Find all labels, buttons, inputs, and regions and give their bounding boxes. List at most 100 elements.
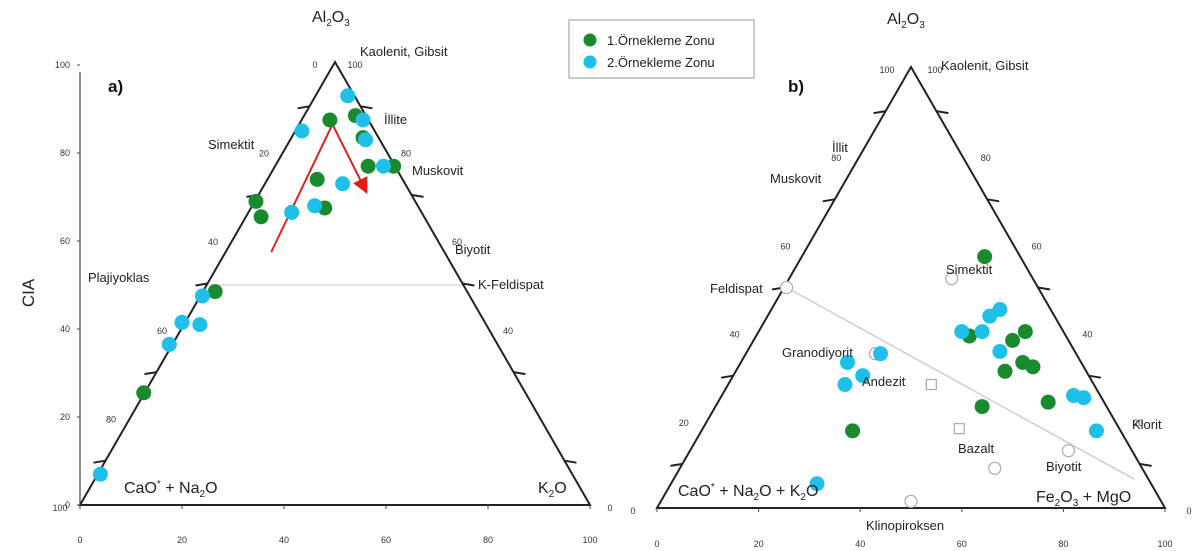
x-tick-label: 80 [483,535,493,545]
right-edge-b-tick-label: 20 [1133,418,1143,428]
right-edge-b-tick [936,110,949,115]
right-edge-b-tick-label: 80 [981,153,991,163]
label-kfeldispat-a: K-Feldispat [478,277,544,292]
point-zone-1 [207,284,223,300]
point-zone-2 [855,368,871,384]
right-edge-b-tick-label: 60 [1032,241,1042,251]
right-edge-a-tick [411,193,424,198]
right-edge-a-tick-label: 40 [503,326,513,336]
point-zone-1 [1005,332,1021,348]
point-zone-1 [1025,359,1041,375]
y-tick-label: 100 [55,60,70,70]
panel-b: 0 20 40 60 80 100 100 80 60 40 20 0 100 80 60 40 20 0 b… [630,11,1191,549]
y-tick-label: 40 [60,324,70,334]
left-edge-b-tick-label: 60 [780,241,790,251]
label-kaolenit-a: Kaolenit, Gibsit [360,44,448,59]
point-zone-1 [1017,324,1033,340]
right-edge-b-tick-label: 100 [927,65,942,75]
legend-marker-zone-1 [583,33,597,47]
right-edge-a-tick [462,282,475,287]
left-edge-a-tick-label: 80 [106,414,116,424]
point-zone-2 [340,88,356,104]
left-edge-a-tick-label: 100 [52,503,67,513]
label-biyotit-a: Biyotit [455,242,491,257]
x-tick-label: 20 [754,539,764,549]
point-zone-2 [954,324,970,340]
panel-label-b: b) [788,77,804,96]
point-zone-2 [809,476,825,492]
point-zone-2 [194,288,210,304]
right-edge-a-tick-label: 100 [347,60,362,70]
label-biyotit-b: Biyotit [1046,459,1082,474]
point-zone-2 [161,336,177,352]
point-zone-2 [375,158,391,174]
label-klinopiroksen-b: Klinopiroksen [866,518,944,533]
x-tick-label: 100 [582,535,597,545]
point-zone-1 [974,399,990,415]
right-edge-b-tick [1088,374,1101,379]
trend-line-b [786,286,1135,480]
left-edge-b-tick [822,198,835,203]
right-edge-b-tick-label: 40 [1082,330,1092,340]
left-edge-a-tick [144,371,157,376]
corner-label-right-a: K2O [538,480,567,500]
point-zone-2 [1076,390,1092,406]
label-illite-a: İllite [384,112,407,127]
label-klorit-b: Klorit [1132,417,1162,432]
point-zone-1 [845,423,861,439]
label-muskovit-a: Muskovit [412,163,464,178]
trend-arrow [270,122,368,253]
right-edge-b-tick [987,198,1000,203]
point-zone-1 [997,363,1013,379]
corner-label-left-a: CaO* + Na2O [124,479,218,500]
x-tick-label: 40 [855,539,865,549]
left-edge-b-tick-label: 80 [831,153,841,163]
x-tick-label: 0 [654,539,659,549]
point-zone-2 [294,123,310,139]
right-edge-a-tick [513,371,526,376]
x-tick-label: 40 [279,535,289,545]
left-edge-a-tick [195,282,208,287]
point-zone-2 [174,314,190,330]
legend-marker-zone-2 [583,55,597,69]
point-zone-2 [355,112,371,128]
label-simektit-b: Simektit [946,262,993,277]
point-zone-2 [840,354,855,370]
point-zone-1 [309,171,325,187]
y-tick-label: 20 [60,412,70,422]
point-zone-2 [284,204,300,220]
right-edge-a-tick-label: 0 [607,503,612,513]
point-zone-1 [322,112,338,128]
reference-circle [904,494,918,508]
right-edge-a-tick-label: 60 [452,237,462,247]
point-zone-2 [335,176,351,192]
x-tick-label: 0 [77,535,82,545]
left-edge-a-tick-label: 20 [259,149,269,159]
right-edge-a-tick [360,105,373,110]
right-edge-b-tick-label: 0 [1186,506,1191,516]
reference-square [925,378,937,391]
left-edge-b-tick [721,374,734,379]
legend-box [568,19,755,79]
point-zone-2 [992,343,1008,359]
point-zone-1 [977,249,993,265]
corner-label-left-b: CaO* + Na2O + K2O [678,482,818,503]
reference-circle [1061,444,1076,458]
label-andezit-b: Andezit [862,374,906,389]
right-edge-b-tick [1139,462,1152,467]
point-zone-2 [92,466,108,482]
apex-label-b: Al2O3 [887,11,925,31]
y-tick-label: 60 [60,236,70,246]
left-edge-a-tick-label: 60 [157,326,167,336]
point-zone-2 [837,377,853,393]
left-edge-b-tick-label: 40 [730,330,740,340]
reference-circle [779,280,794,295]
x-tick-label: 80 [1058,539,1068,549]
left-edge-b-tick-label: 100 [879,65,894,75]
left-edge-a-tick [93,459,106,464]
left-edge-b-tick-label: 20 [679,418,689,428]
reference-circle [945,272,959,286]
legend-label-zone-1: 1.Örnekleme Zonu [607,33,715,48]
label-kaolenit-b: Kaolenit, Gibsit [941,58,1029,73]
